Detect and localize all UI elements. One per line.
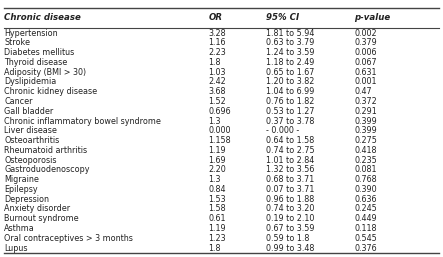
Text: p-value: p-value — [354, 13, 391, 23]
Text: Osteoporosis: Osteoporosis — [4, 155, 57, 165]
Text: 2.20: 2.20 — [208, 165, 226, 175]
Text: 0.37 to 3.78: 0.37 to 3.78 — [266, 116, 314, 126]
Text: 1.32 to 3.56: 1.32 to 3.56 — [266, 165, 314, 175]
Text: 1.53: 1.53 — [208, 195, 226, 204]
Text: 0.067: 0.067 — [354, 58, 377, 67]
Text: 3.68: 3.68 — [208, 87, 226, 96]
Text: Diabetes mellitus: Diabetes mellitus — [4, 48, 75, 57]
Text: Depression: Depression — [4, 195, 50, 204]
Text: 0.245: 0.245 — [354, 204, 377, 214]
Text: 1.04 to 6.99: 1.04 to 6.99 — [266, 87, 314, 96]
Text: 0.118: 0.118 — [354, 224, 377, 233]
Text: Chronic disease: Chronic disease — [4, 13, 82, 23]
Text: 1.19: 1.19 — [208, 224, 226, 233]
Text: Gall bladder: Gall bladder — [4, 107, 54, 116]
Text: 1.20 to 3.82: 1.20 to 3.82 — [266, 77, 314, 87]
Text: Dyslipidemia: Dyslipidemia — [4, 77, 57, 87]
Text: 0.59 to 1.8: 0.59 to 1.8 — [266, 234, 309, 243]
Text: 0.99 to 3.48: 0.99 to 3.48 — [266, 243, 314, 253]
Text: 0.53 to 1.27: 0.53 to 1.27 — [266, 107, 314, 116]
Text: 1.3: 1.3 — [208, 175, 221, 184]
Text: 2.23: 2.23 — [208, 48, 226, 57]
Text: Hypertension: Hypertension — [4, 29, 58, 38]
Text: - 0.000 -: - 0.000 - — [266, 126, 299, 135]
Text: Chronic inflammatory bowel syndrome: Chronic inflammatory bowel syndrome — [4, 116, 161, 126]
Text: 0.000: 0.000 — [208, 126, 231, 135]
Text: 0.74 to 2.75: 0.74 to 2.75 — [266, 146, 315, 155]
Text: 1.03: 1.03 — [208, 68, 226, 77]
Text: 1.18 to 2.49: 1.18 to 2.49 — [266, 58, 314, 67]
Text: 0.19 to 2.10: 0.19 to 2.10 — [266, 214, 314, 223]
Text: 0.418: 0.418 — [354, 146, 377, 155]
Text: 1.24 to 3.59: 1.24 to 3.59 — [266, 48, 314, 57]
Text: 1.81 to 5.94: 1.81 to 5.94 — [266, 29, 314, 38]
Text: Lupus: Lupus — [4, 243, 28, 253]
Text: 1.69: 1.69 — [208, 155, 226, 165]
Text: 0.67 to 3.59: 0.67 to 3.59 — [266, 224, 314, 233]
Text: 0.449: 0.449 — [354, 214, 377, 223]
Text: Thyroid disease: Thyroid disease — [4, 58, 68, 67]
Text: Gastroduodenoscopy: Gastroduodenoscopy — [4, 165, 90, 175]
Text: 0.235: 0.235 — [354, 155, 377, 165]
Text: 0.275: 0.275 — [354, 136, 377, 145]
Text: 3.28: 3.28 — [208, 29, 226, 38]
Text: 0.61: 0.61 — [208, 214, 226, 223]
Text: 1.23: 1.23 — [208, 234, 226, 243]
Text: 1.16: 1.16 — [208, 38, 226, 48]
Text: 0.74 to 3.20: 0.74 to 3.20 — [266, 204, 314, 214]
Text: Stroke: Stroke — [4, 38, 31, 48]
Text: 0.376: 0.376 — [354, 243, 377, 253]
Text: 0.63 to 3.79: 0.63 to 3.79 — [266, 38, 314, 48]
Text: Rheumatoid arthritis: Rheumatoid arthritis — [4, 146, 88, 155]
Text: 0.76 to 1.82: 0.76 to 1.82 — [266, 97, 314, 106]
Text: 0.390: 0.390 — [354, 185, 377, 194]
Text: 0.545: 0.545 — [354, 234, 377, 243]
Text: 0.636: 0.636 — [354, 195, 377, 204]
Text: Liver disease: Liver disease — [4, 126, 57, 135]
Text: 1.52: 1.52 — [208, 97, 226, 106]
Text: 0.96 to 1.88: 0.96 to 1.88 — [266, 195, 314, 204]
Text: 95% CI: 95% CI — [266, 13, 299, 23]
Text: 0.47: 0.47 — [354, 87, 372, 96]
Text: 0.002: 0.002 — [354, 29, 377, 38]
Text: Burnout syndrome: Burnout syndrome — [4, 214, 79, 223]
Text: Osteoarthritis: Osteoarthritis — [4, 136, 60, 145]
Text: 0.372: 0.372 — [354, 97, 377, 106]
Text: 1.8: 1.8 — [208, 58, 221, 67]
Text: 0.84: 0.84 — [208, 185, 226, 194]
Text: Migraine: Migraine — [4, 175, 39, 184]
Text: 0.768: 0.768 — [354, 175, 377, 184]
Text: Anxiety disorder: Anxiety disorder — [4, 204, 70, 214]
Text: Asthma: Asthma — [4, 224, 35, 233]
Text: 0.696: 0.696 — [208, 107, 231, 116]
Text: 0.07 to 3.71: 0.07 to 3.71 — [266, 185, 314, 194]
Text: 1.58: 1.58 — [208, 204, 226, 214]
Text: 0.001: 0.001 — [354, 77, 377, 87]
Text: 1.19: 1.19 — [208, 146, 226, 155]
Text: 0.64 to 1.58: 0.64 to 1.58 — [266, 136, 314, 145]
Text: 0.006: 0.006 — [354, 48, 377, 57]
Text: OR: OR — [208, 13, 222, 23]
Text: 2.42: 2.42 — [208, 77, 226, 87]
Text: Cancer: Cancer — [4, 97, 33, 106]
Text: Chronic kidney disease: Chronic kidney disease — [4, 87, 97, 96]
Text: Epilepsy: Epilepsy — [4, 185, 38, 194]
Text: 1.3: 1.3 — [208, 116, 221, 126]
Text: Adiposity (BMI > 30): Adiposity (BMI > 30) — [4, 68, 86, 77]
Text: 1.8: 1.8 — [208, 243, 221, 253]
Text: Oral contraceptives > 3 months: Oral contraceptives > 3 months — [4, 234, 133, 243]
Text: 0.399: 0.399 — [354, 126, 377, 135]
Text: 1.01 to 2.84: 1.01 to 2.84 — [266, 155, 314, 165]
Text: 0.65 to 1.67: 0.65 to 1.67 — [266, 68, 314, 77]
Text: 0.399: 0.399 — [354, 116, 377, 126]
Text: 0.291: 0.291 — [354, 107, 377, 116]
Text: 0.68 to 3.71: 0.68 to 3.71 — [266, 175, 314, 184]
Text: 0.631: 0.631 — [354, 68, 377, 77]
Text: 0.081: 0.081 — [354, 165, 377, 175]
Text: 0.379: 0.379 — [354, 38, 377, 48]
Text: 1.158: 1.158 — [208, 136, 231, 145]
